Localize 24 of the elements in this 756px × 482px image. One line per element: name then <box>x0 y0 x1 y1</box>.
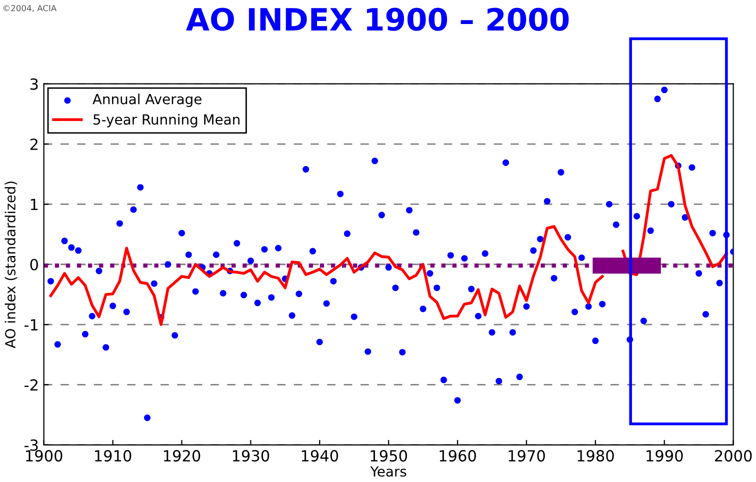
x-axis-title: Years <box>370 466 406 477</box>
x-tick-label: 1950 <box>370 450 408 462</box>
y-axis-title: AO index (standardized) <box>4 182 18 348</box>
legend-label: Annual Average <box>92 94 202 108</box>
x-tick-label: 1900 <box>26 450 62 462</box>
text: ©2004, ACIA <box>3 4 57 12</box>
x-tick-label: 1920 <box>164 450 200 462</box>
y-tick-label: 0 <box>30 258 38 270</box>
x-tick-label: 1980 <box>578 450 614 462</box>
x-tick-label: 1970 <box>508 450 545 462</box>
legend-label: 5-year Running Mean <box>94 114 240 128</box>
y-tick-label: -1 <box>24 319 38 330</box>
y-tick-label: 2 <box>30 138 38 150</box>
x-tick-label: 1960 <box>440 450 476 462</box>
x-tick-label: 2000 <box>715 450 752 462</box>
x-tick-label: 1990 <box>646 450 683 462</box>
y-tick-label: -2 <box>24 379 38 391</box>
x-tick-label: 1940 <box>302 450 338 462</box>
chart-title: AO INDEX 1900 – 2000 <box>186 8 569 31</box>
x-tick-label: 1910 <box>95 450 132 462</box>
x-tick-label: 1930 <box>232 450 270 462</box>
y-tick-label: 3 <box>30 78 38 90</box>
y-tick-label: 1 <box>30 198 38 210</box>
y-tick-label: -3 <box>24 439 38 451</box>
